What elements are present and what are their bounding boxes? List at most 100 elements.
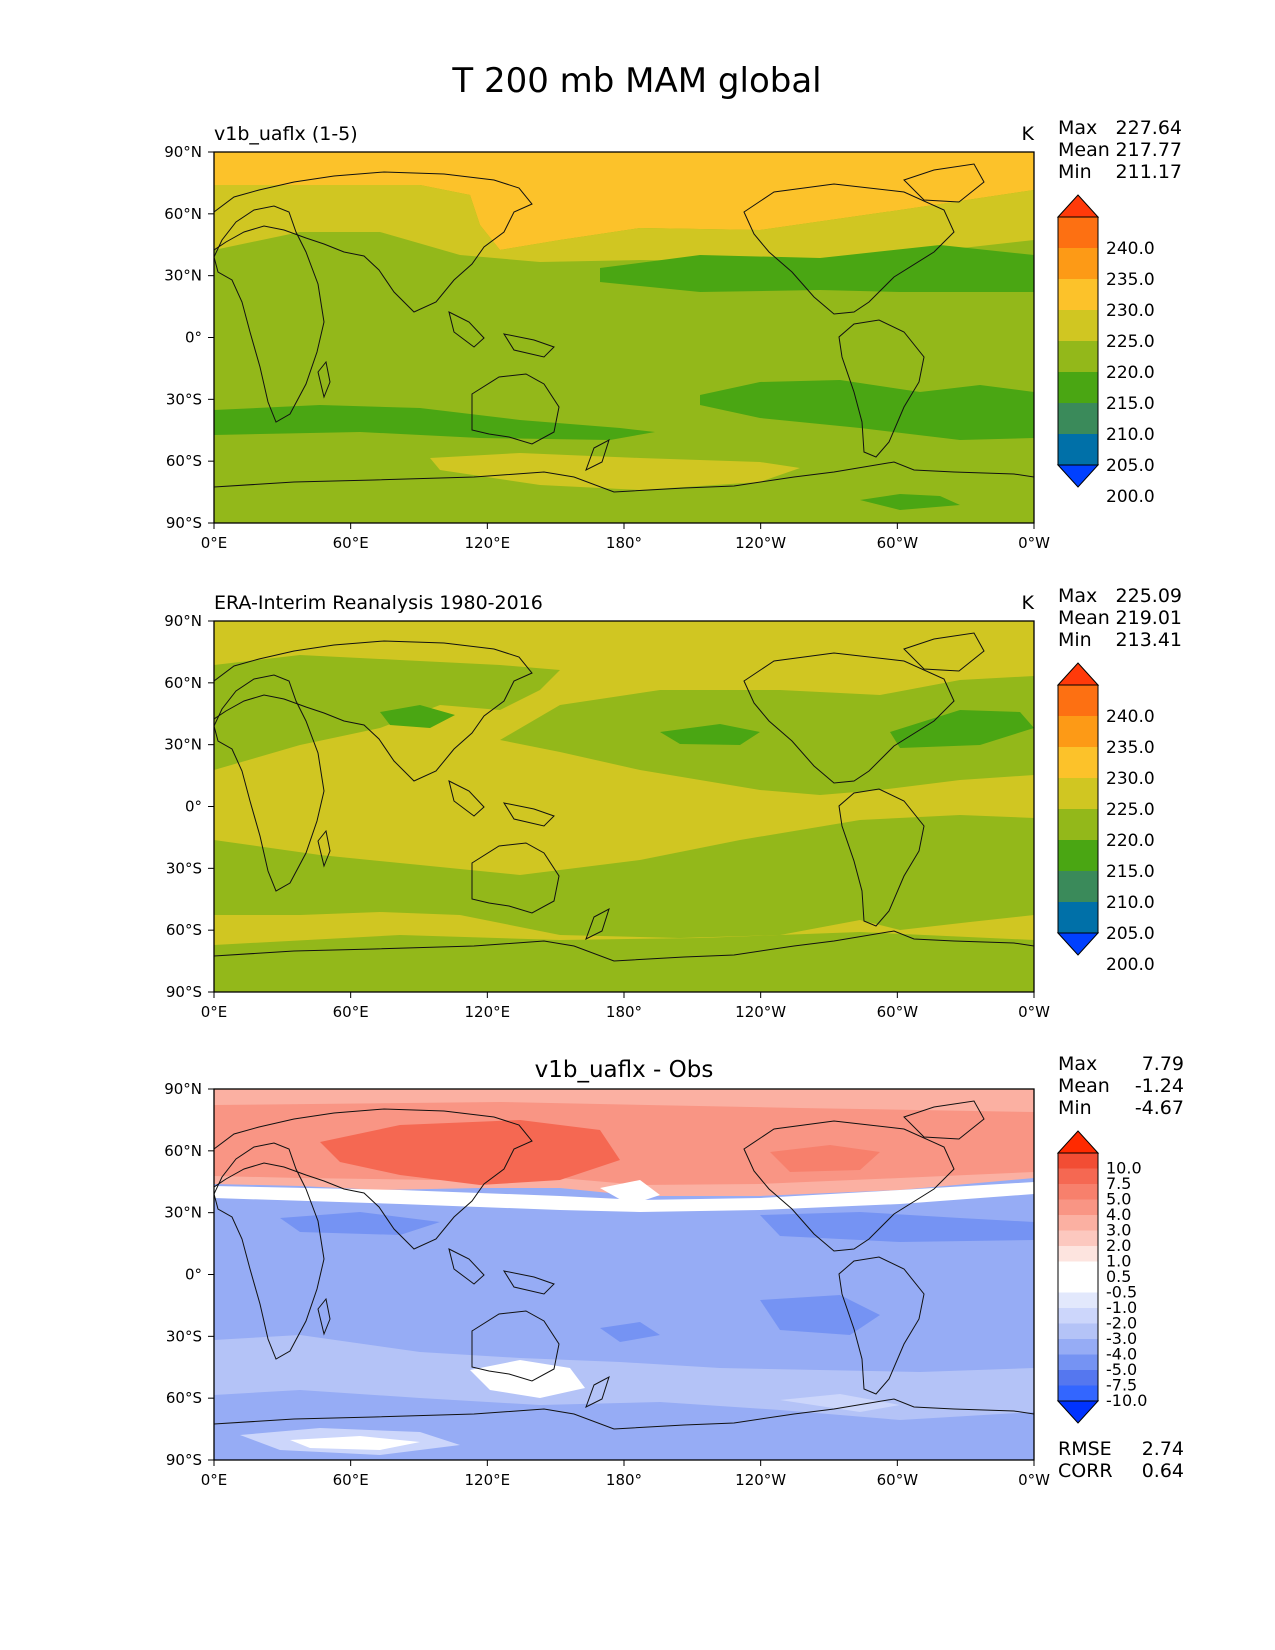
lat-tick-label: 90°N bbox=[164, 1080, 202, 1098]
colorbar-tick-label: -7.5 bbox=[1106, 1376, 1137, 1395]
lat-tick-label: 30°N bbox=[164, 267, 202, 285]
colorbar-tick-label: 7.5 bbox=[1106, 1174, 1131, 1193]
colorbar-segment bbox=[1058, 1292, 1098, 1309]
lon-tick-label: 60°E bbox=[333, 534, 369, 552]
lon-tick-label: 180° bbox=[606, 1471, 642, 1489]
field-band-north-green-c bbox=[890, 710, 1034, 748]
stat-mean-value: -1.24 bbox=[1135, 1075, 1184, 1097]
stat-corr-value: 0.64 bbox=[1142, 1460, 1184, 1482]
panel-obs: ERA-Interim Reanalysis 1980-2016 K 0°E 60… bbox=[164, 585, 1182, 1021]
lon-tick-label: 0°E bbox=[201, 1471, 228, 1489]
lat-tick-label: 90°N bbox=[164, 612, 202, 630]
colorbar-segment bbox=[1058, 1370, 1098, 1386]
colorbar-segment bbox=[1058, 341, 1098, 373]
colorbar-extend-min bbox=[1056, 932, 1100, 956]
colorbar-segment bbox=[1058, 1184, 1098, 1200]
field-band-north-yellow bbox=[214, 185, 1034, 262]
stat-mean-label: Mean bbox=[1058, 139, 1110, 161]
lon-tick-label: 60°W bbox=[877, 1003, 919, 1021]
field-band-mid-north-east bbox=[500, 676, 1034, 795]
lat-tick-label: 30°S bbox=[166, 1327, 202, 1345]
panel-model: v1b_uaflx (1-5) K 0°E 60°E 120°E 180° 120°W 6… bbox=[164, 117, 1182, 552]
field-band-south-white-2 bbox=[780, 1394, 900, 1412]
lat-tick-label: 30°S bbox=[166, 859, 202, 877]
colorbar-segment bbox=[1058, 1168, 1098, 1185]
lon-tick-label: 60°W bbox=[877, 1471, 919, 1489]
field-band-south-green-b bbox=[700, 380, 1034, 440]
stat-max-value: 227.64 bbox=[1116, 117, 1182, 139]
stat-mean-value: 219.01 bbox=[1116, 607, 1182, 629]
colorbar-tick-label: 215.0 bbox=[1106, 862, 1155, 882]
colorbar-segment bbox=[1058, 372, 1098, 404]
colorbar-segment bbox=[1058, 840, 1098, 872]
stat-max-label: Max bbox=[1058, 117, 1097, 139]
field-band-south-yellow bbox=[430, 453, 800, 490]
colorbar-segment bbox=[1058, 1354, 1098, 1371]
field-band-south-white bbox=[470, 1360, 585, 1398]
panel-diff-colorbar: 10.07.55.04.03.02.01.00.5-0.5-1.0-2.0-3.… bbox=[1056, 1130, 1147, 1424]
colorbar-tick-label: 205.0 bbox=[1106, 924, 1155, 944]
field-band-polar-white bbox=[290, 1436, 420, 1450]
panel-obs-field bbox=[214, 621, 1034, 992]
lat-tick-label: 90°N bbox=[164, 143, 202, 161]
stat-corr-label: CORR bbox=[1058, 1460, 1113, 1482]
lat-tick-label: 90°S bbox=[166, 1451, 202, 1469]
colorbar-segment bbox=[1058, 1230, 1098, 1247]
stat-max-value: 225.09 bbox=[1116, 585, 1182, 607]
panel-model-colorbar: 240.0 235.0 230.0 225.0 220.0 215.0 210.0 205.0… bbox=[1056, 194, 1155, 507]
panel-diff-title: v1b_uaflx - Obs bbox=[535, 1057, 714, 1083]
lat-tick-label: 30°N bbox=[164, 1204, 202, 1222]
colorbar-frame bbox=[1057, 1152, 1099, 1402]
lon-tick-label: 60°E bbox=[333, 1471, 369, 1489]
figure-title: T 200 mb MAM global bbox=[451, 61, 821, 101]
stat-min-label: Min bbox=[1058, 161, 1092, 183]
colorbar-tick-label: 220.0 bbox=[1106, 363, 1155, 383]
lon-tick-label: 120°E bbox=[465, 534, 511, 552]
colorbar-segment bbox=[1058, 1199, 1098, 1216]
lat-tick-label: 60°S bbox=[166, 1389, 202, 1407]
colorbar-tick-label: 5.0 bbox=[1106, 1190, 1131, 1209]
colorbar-extend-min bbox=[1056, 1400, 1100, 1424]
colorbar-tick-label: 200.0 bbox=[1106, 955, 1155, 975]
colorbar-segment bbox=[1058, 1385, 1098, 1402]
stat-min-value: -4.67 bbox=[1135, 1097, 1184, 1119]
colorbar-tick-label: 210.0 bbox=[1106, 893, 1155, 913]
field-spot-blue-2 bbox=[760, 1295, 880, 1335]
colorbar-segment bbox=[1058, 1261, 1098, 1278]
panel-diff-field bbox=[214, 1089, 1034, 1460]
field-band-blue-dark bbox=[280, 1212, 440, 1235]
panel-obs-colorbar: 240.0 235.0 230.0 225.0 220.0 215.0 210.0 205.0… bbox=[1056, 662, 1155, 975]
stat-rmse-value: 2.74 bbox=[1142, 1438, 1184, 1460]
lon-tick-label: 120°W bbox=[735, 1471, 786, 1489]
lon-tick-label: 60°E bbox=[333, 1003, 369, 1021]
panel-obs-title: ERA-Interim Reanalysis 1980-2016 bbox=[214, 592, 543, 614]
lat-tick-label: 30°S bbox=[166, 390, 202, 408]
lon-tick-label: 180° bbox=[606, 534, 642, 552]
colorbar-segment bbox=[1058, 279, 1098, 311]
colorbar-segment bbox=[1058, 1277, 1098, 1293]
lon-tick-label: 120°W bbox=[735, 534, 786, 552]
field-band-north-green-b bbox=[660, 724, 760, 745]
stat-mean-value: 217.77 bbox=[1116, 139, 1182, 161]
stat-mean-label: Mean bbox=[1058, 1075, 1110, 1097]
colorbar-segment bbox=[1058, 778, 1098, 810]
lat-tick-label: 30°N bbox=[164, 736, 202, 754]
lon-tick-label: 120°W bbox=[735, 1003, 786, 1021]
panel-diff-stats: Max 7.79 Mean -1.24 Min -4.67 RMSE 2.74 … bbox=[1058, 1053, 1184, 1482]
colorbar-segment bbox=[1058, 403, 1098, 435]
colorbar-tick-label: 235.0 bbox=[1106, 270, 1155, 290]
colorbar-tick-label: 210.0 bbox=[1106, 425, 1155, 445]
lat-tick-label: 0° bbox=[185, 1266, 202, 1284]
colorbar-tick-label: -5.0 bbox=[1106, 1360, 1137, 1379]
field-transition-white-spot bbox=[600, 1180, 660, 1205]
colorbar-tick-label: 1.0 bbox=[1106, 1252, 1131, 1271]
panel-model-axes: 0°E 60°E 120°E 180° 120°W 60°W 0°W 90°N 60°N 30°N… bbox=[164, 143, 1050, 552]
colorbar-segment bbox=[1058, 809, 1098, 841]
colorbar-segment bbox=[1058, 434, 1098, 466]
colorbar-tick-label: -3.0 bbox=[1106, 1329, 1137, 1348]
panel-diff-axes: 0°E 60°E 120°E 180° 120°W 60°W 0°W 90°N 60°N 30°N… bbox=[164, 1080, 1050, 1489]
colorbar-tick-label: 235.0 bbox=[1106, 738, 1155, 758]
colorbar-tick-label: 200.0 bbox=[1106, 487, 1155, 507]
lon-tick-label: 0°W bbox=[1018, 1471, 1050, 1489]
